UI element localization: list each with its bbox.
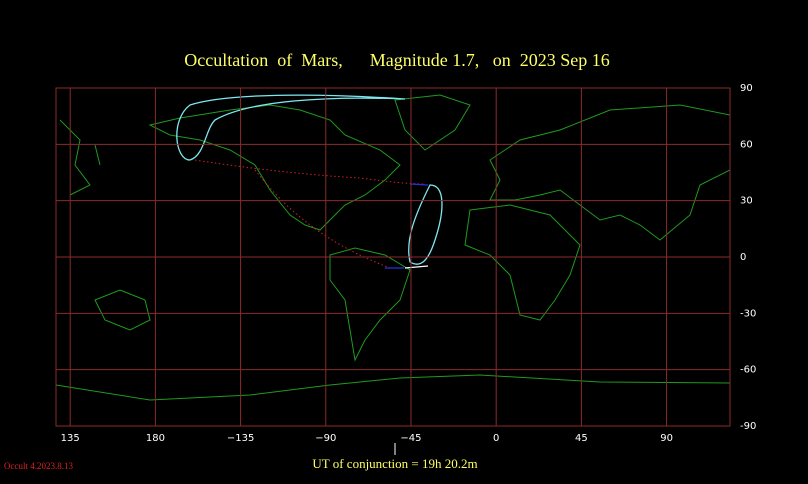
occultation-limit — [404, 265, 429, 269]
y-tick-label: 30 — [740, 196, 753, 207]
eurasia — [489, 104, 731, 241]
antarctica — [55, 374, 731, 401]
y-tick-label: 90 — [740, 83, 753, 94]
x-tick-label: −90 — [315, 433, 336, 444]
greenland — [394, 94, 471, 151]
x-tick-label: 45 — [575, 433, 588, 444]
north-america — [148, 104, 401, 231]
y-tick-label: -90 — [740, 421, 756, 432]
software-version: Occult 4.2023.8.13 — [4, 461, 73, 471]
map-frame — [55, 87, 731, 427]
coastlines — [55, 94, 731, 401]
occultation-paths — [176, 94, 443, 269]
x-tick-label: 180 — [146, 433, 165, 444]
x-tick-label: −135 — [227, 433, 254, 444]
occultation-limit — [176, 94, 406, 161]
daylight-path — [385, 183, 429, 269]
y-tick-label: 0 — [740, 252, 746, 263]
y-tick-label: -30 — [740, 308, 756, 319]
x-tick-label: 135 — [61, 433, 80, 444]
x-tick-label: 90 — [660, 433, 673, 444]
y-tick-label: -60 — [740, 365, 756, 376]
south-america — [329, 247, 411, 362]
x-tick-label: −45 — [400, 433, 421, 444]
chart-title: Occultation of Mars, Magnitude 1.7, on 2… — [184, 50, 609, 70]
east-asia-coast — [59, 119, 101, 196]
australia — [94, 289, 151, 331]
x-tick-label: 0 — [493, 433, 499, 444]
y-tick-label: 60 — [740, 139, 753, 150]
africa — [464, 204, 581, 321]
occultation-limit — [408, 184, 443, 265]
conjunction-label: UT of conjunction = 19h 20.2m — [312, 456, 477, 471]
